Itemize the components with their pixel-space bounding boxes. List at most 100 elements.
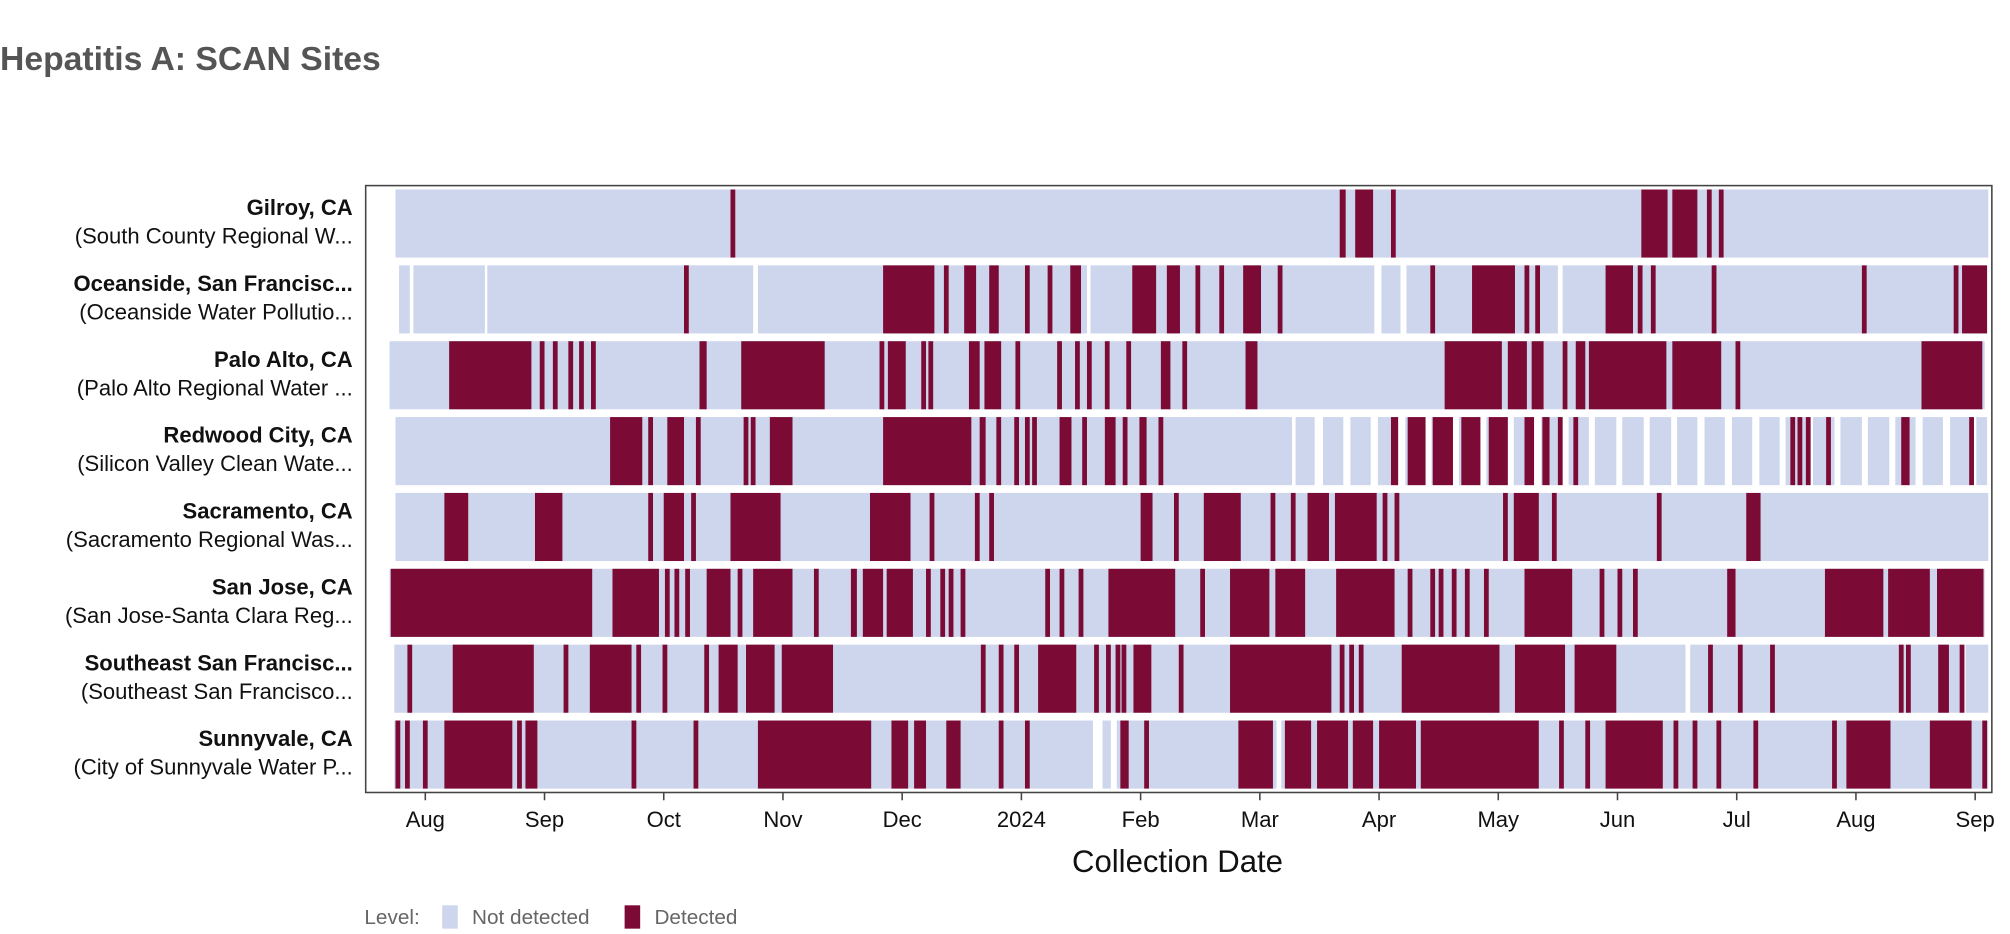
detected-span	[1144, 720, 1149, 789]
row-label: San Jose, CA	[212, 574, 353, 599]
detected-span	[929, 492, 935, 562]
not-detected-span	[1867, 417, 1890, 486]
detected-span	[1166, 265, 1180, 334]
x-tick-label: Sep	[525, 807, 564, 832]
detected-span	[1122, 417, 1128, 486]
detected-span	[1086, 341, 1092, 410]
detected-span	[1824, 568, 1884, 637]
detected-span	[1790, 417, 1796, 486]
detected-span	[1444, 341, 1502, 410]
detected-span	[444, 720, 513, 789]
detected-span	[737, 568, 743, 637]
detected-span	[1969, 417, 1974, 486]
detected-span	[946, 720, 961, 789]
not-detected-span	[1922, 417, 1943, 486]
not-detected-span	[1976, 417, 1988, 486]
detected-span	[1805, 417, 1811, 486]
not-detected-span	[1813, 417, 1835, 486]
legend-label: Detected	[654, 906, 737, 929]
detected-span	[1551, 492, 1557, 562]
detected-span	[891, 720, 909, 789]
detected-span	[1650, 265, 1656, 334]
detected-span	[1307, 492, 1329, 562]
detected-span	[1407, 417, 1426, 486]
detected-span	[1275, 568, 1306, 637]
not-detected-span	[1965, 644, 1989, 713]
detected-span	[1711, 265, 1717, 334]
detected-span	[685, 568, 690, 637]
not-detected-span	[1102, 720, 1111, 789]
detected-span	[667, 417, 685, 486]
detected-span	[568, 341, 574, 410]
detected-span	[1524, 568, 1573, 637]
legend-title: Level:	[364, 906, 419, 929]
detected-span	[1115, 644, 1121, 713]
detected-span	[1139, 417, 1147, 486]
detected-span	[1382, 492, 1388, 562]
detected-span	[1832, 720, 1837, 789]
detected-span	[1024, 265, 1030, 334]
detected-span	[1727, 568, 1736, 637]
not-detected-span	[1649, 417, 1672, 486]
detected-span	[1430, 265, 1436, 334]
row-label: Redwood City, CA	[163, 423, 352, 448]
detected-span	[1888, 568, 1930, 637]
detected-span	[1108, 568, 1176, 637]
detected-span	[1542, 417, 1550, 486]
not-detected-span	[1950, 417, 1971, 486]
detected-span	[1735, 341, 1741, 410]
x-tick-label: Nov	[763, 807, 802, 832]
detected-span	[699, 341, 707, 410]
detected-span	[1531, 341, 1544, 410]
detected-span	[968, 341, 980, 410]
row-label: Sunnyvale, CA	[198, 726, 352, 751]
x-tick-label: 2024	[997, 807, 1046, 832]
detected-span	[1082, 417, 1087, 486]
detected-span	[1104, 341, 1110, 410]
legend-swatch	[442, 905, 458, 929]
detected-span	[1014, 417, 1020, 486]
detected-span	[1451, 568, 1457, 637]
detected-span	[704, 644, 710, 713]
detected-span	[1503, 492, 1508, 562]
detected-span	[989, 265, 999, 334]
detected-span	[1605, 720, 1663, 789]
detected-span	[1104, 417, 1116, 486]
detected-span	[1200, 568, 1205, 637]
detected-span	[1585, 720, 1591, 789]
detected-span	[1015, 341, 1021, 410]
detected-span	[552, 341, 558, 410]
row-sublabel: (Sacramento Regional Was...	[66, 527, 353, 552]
detected-span	[1121, 644, 1127, 713]
detected-span	[1024, 417, 1030, 486]
detected-span	[1070, 265, 1082, 334]
detected-span	[1158, 417, 1164, 486]
row-sublabel: (South County Regional W...	[75, 224, 353, 249]
detected-span	[1245, 341, 1258, 410]
detected-span	[539, 341, 545, 410]
detected-span	[718, 644, 738, 713]
detected-span	[1106, 644, 1111, 713]
detected-span	[1706, 189, 1712, 258]
detected-span	[750, 417, 756, 486]
detected-span	[648, 492, 654, 562]
detected-span	[1632, 568, 1638, 637]
detected-span	[1045, 568, 1051, 637]
detected-span	[1339, 644, 1345, 713]
detected-span	[914, 720, 927, 789]
detected-span	[1334, 492, 1377, 562]
detected-span	[1336, 568, 1395, 637]
detected-span	[1898, 644, 1904, 713]
detected-span	[850, 568, 857, 637]
detected-span	[1513, 492, 1539, 562]
detected-span	[1959, 644, 1965, 713]
row-sublabel: (Palo Alto Regional Water ...	[77, 375, 353, 400]
detected-span	[1133, 644, 1152, 713]
detected-span	[1573, 417, 1579, 486]
row-sublabel: (City of Sunnyvale Water P...	[74, 755, 353, 780]
detected-span	[407, 644, 413, 713]
detected-span	[1120, 720, 1129, 789]
detected-span	[730, 492, 781, 562]
